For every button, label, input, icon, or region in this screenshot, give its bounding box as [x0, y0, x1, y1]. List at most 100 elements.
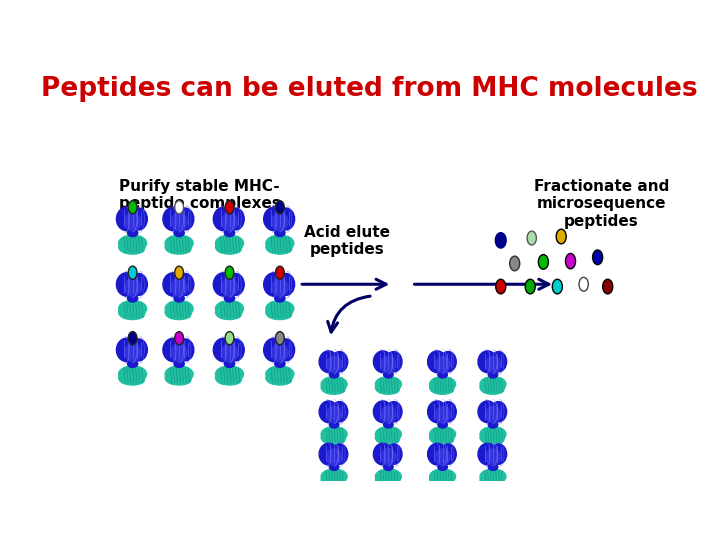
Ellipse shape — [327, 406, 341, 423]
Ellipse shape — [119, 371, 139, 384]
Ellipse shape — [478, 401, 497, 423]
Ellipse shape — [213, 338, 234, 362]
Ellipse shape — [163, 273, 184, 296]
Ellipse shape — [375, 376, 401, 392]
Ellipse shape — [276, 266, 284, 279]
Ellipse shape — [428, 443, 446, 465]
Ellipse shape — [129, 371, 145, 383]
Ellipse shape — [375, 427, 401, 442]
Ellipse shape — [222, 213, 238, 231]
Ellipse shape — [321, 469, 347, 484]
Ellipse shape — [331, 444, 348, 464]
Ellipse shape — [495, 233, 506, 248]
Ellipse shape — [175, 332, 184, 345]
Ellipse shape — [226, 240, 242, 252]
Ellipse shape — [488, 371, 498, 378]
Ellipse shape — [213, 207, 234, 231]
Ellipse shape — [552, 279, 562, 294]
Ellipse shape — [428, 401, 446, 423]
Ellipse shape — [482, 477, 504, 487]
Ellipse shape — [225, 295, 235, 302]
Ellipse shape — [485, 356, 500, 373]
Ellipse shape — [381, 356, 396, 373]
Ellipse shape — [129, 240, 145, 252]
Ellipse shape — [128, 332, 137, 345]
Ellipse shape — [277, 273, 294, 295]
Ellipse shape — [277, 339, 294, 361]
Ellipse shape — [119, 301, 147, 316]
Ellipse shape — [438, 464, 447, 470]
Ellipse shape — [117, 273, 137, 296]
Ellipse shape — [217, 244, 241, 254]
Ellipse shape — [319, 443, 338, 465]
Ellipse shape — [439, 474, 454, 484]
Ellipse shape — [175, 266, 184, 279]
Ellipse shape — [165, 366, 193, 382]
Text: Peptides can be eluted from MHC molecules: Peptides can be eluted from MHC molecule… — [41, 77, 697, 103]
Ellipse shape — [439, 431, 454, 442]
Ellipse shape — [329, 371, 339, 378]
Ellipse shape — [327, 449, 341, 465]
Ellipse shape — [130, 208, 148, 230]
Ellipse shape — [430, 381, 449, 394]
Ellipse shape — [175, 201, 184, 214]
Ellipse shape — [127, 230, 138, 237]
Ellipse shape — [440, 352, 456, 372]
Ellipse shape — [435, 406, 450, 423]
Ellipse shape — [127, 360, 138, 367]
Ellipse shape — [227, 273, 244, 295]
Ellipse shape — [321, 427, 347, 442]
Ellipse shape — [117, 338, 137, 362]
Ellipse shape — [130, 273, 148, 295]
Ellipse shape — [271, 344, 288, 362]
Ellipse shape — [217, 309, 241, 320]
Ellipse shape — [485, 406, 500, 423]
Ellipse shape — [385, 431, 400, 442]
Ellipse shape — [227, 208, 244, 230]
Ellipse shape — [321, 431, 341, 443]
Ellipse shape — [121, 375, 145, 385]
Ellipse shape — [527, 231, 536, 245]
Ellipse shape — [377, 385, 400, 394]
Ellipse shape — [478, 351, 497, 373]
Ellipse shape — [171, 213, 187, 231]
Ellipse shape — [556, 229, 566, 244]
Ellipse shape — [130, 339, 148, 361]
Ellipse shape — [167, 244, 191, 254]
Ellipse shape — [384, 421, 393, 428]
Ellipse shape — [490, 381, 505, 392]
Ellipse shape — [384, 464, 393, 470]
Ellipse shape — [176, 371, 192, 383]
Ellipse shape — [490, 402, 507, 422]
Ellipse shape — [510, 256, 520, 271]
Ellipse shape — [215, 301, 243, 316]
Ellipse shape — [321, 381, 341, 394]
Ellipse shape — [480, 431, 499, 443]
Ellipse shape — [321, 474, 341, 486]
Ellipse shape — [125, 344, 140, 362]
Ellipse shape — [222, 279, 238, 296]
Ellipse shape — [430, 376, 456, 392]
Ellipse shape — [213, 273, 234, 296]
Ellipse shape — [381, 449, 396, 465]
Ellipse shape — [329, 464, 339, 470]
Ellipse shape — [167, 309, 191, 320]
Ellipse shape — [374, 351, 392, 373]
Ellipse shape — [525, 279, 535, 294]
Ellipse shape — [163, 338, 184, 362]
Ellipse shape — [386, 402, 402, 422]
Ellipse shape — [119, 240, 139, 253]
Ellipse shape — [275, 230, 285, 237]
Ellipse shape — [174, 360, 184, 367]
Ellipse shape — [171, 279, 187, 296]
Ellipse shape — [495, 279, 505, 294]
Ellipse shape — [323, 385, 345, 394]
Ellipse shape — [264, 273, 284, 296]
Ellipse shape — [375, 469, 401, 484]
Ellipse shape — [385, 381, 400, 392]
Ellipse shape — [121, 309, 145, 320]
Ellipse shape — [490, 444, 507, 464]
Ellipse shape — [264, 338, 284, 362]
Ellipse shape — [165, 306, 186, 319]
Ellipse shape — [579, 278, 588, 291]
